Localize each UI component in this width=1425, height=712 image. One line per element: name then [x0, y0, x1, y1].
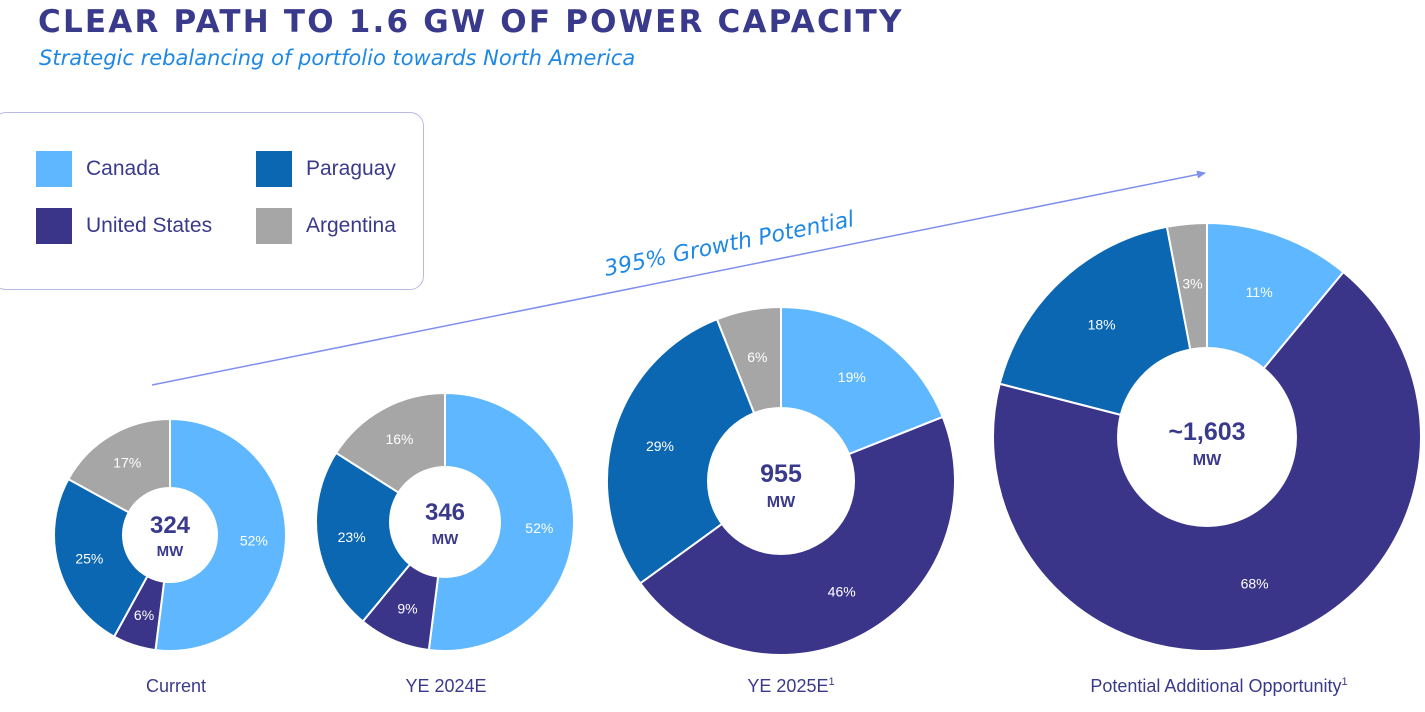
- slice-label-ye-2025e-united-states: 46%: [828, 583, 856, 599]
- chart-label-current: Current: [146, 676, 206, 697]
- center-unit-potential-additional-opportunity: MW: [1193, 452, 1222, 469]
- legend: Canada Paraguay United States Argentina: [0, 112, 424, 290]
- chart-label-text: Current: [145, 676, 207, 696]
- slice-label-potential-additional-opportunity-canada: 11%: [1246, 284, 1273, 300]
- legend-label-canada: Canada: [86, 157, 160, 180]
- slice-label-ye-2025e-argentina: 6%: [747, 349, 767, 365]
- center-unit-ye-2025e: MW: [767, 494, 796, 511]
- growth-arrow: [151, 170, 1206, 386]
- slice-ye-2025e-paraguay: [606, 317, 783, 585]
- page-title: CLEAR PATH TO 1.6 GW OF POWER CAPACITY: [38, 4, 904, 40]
- center-unit-ye-2024e: MW: [432, 531, 459, 548]
- donut-hole-ye-2025e: [707, 407, 855, 555]
- legend-item-united-states: United States: [36, 208, 212, 244]
- slice-current-paraguay: [53, 477, 172, 639]
- slice-label-ye-2025e-canada: 19%: [838, 369, 866, 385]
- legend-swatch-canada: [36, 151, 72, 187]
- page-subtitle: Strategic rebalancing of portfolio towar…: [39, 46, 636, 70]
- center-value-potential-additional-opportunity: ~1,603: [1168, 418, 1245, 446]
- slice-ye-2024e-canada: [427, 391, 575, 652]
- chart-label-text: YE 2025E: [747, 676, 829, 696]
- slice-label-ye-2024e-argentina: 16%: [385, 431, 413, 447]
- chart-label-footnote: 1: [828, 676, 835, 688]
- center-value-ye-2024e: 346: [425, 499, 465, 526]
- legend-label-argentina: Argentina: [306, 214, 396, 237]
- legend-item-canada: Canada: [36, 151, 160, 187]
- chart-label-ye-2025e: YE 2025E1: [747, 676, 834, 697]
- chart-label-text: YE 2024E: [405, 676, 487, 696]
- donut-hole-potential-additional-opportunity: [1117, 347, 1297, 527]
- legend-swatch-argentina: [256, 208, 292, 244]
- slice-label-ye-2024e-paraguay: 23%: [338, 529, 366, 545]
- legend-item-argentina: Argentina: [256, 208, 396, 244]
- chart-label-ye-2024e: YE 2024E: [405, 676, 486, 697]
- slice-label-ye-2024e-united-states: 9%: [397, 601, 417, 617]
- chart-label-potential-additional-opportunity: Potential Additional Opportunity1: [1090, 676, 1347, 697]
- slice-current-canada: [154, 417, 287, 652]
- slice-label-potential-additional-opportunity-united-states: 68%: [1241, 575, 1269, 591]
- donut-hole-current: [122, 487, 218, 583]
- legend-label-paraguay: Paraguay: [306, 157, 396, 180]
- slice-label-current-argentina: 17%: [113, 455, 141, 471]
- slice-label-ye-2025e-paraguay: 29%: [646, 438, 674, 454]
- legend-item-paraguay: Paraguay: [256, 151, 396, 187]
- legend-swatch-united-states: [36, 208, 72, 244]
- slice-label-current-canada: 52%: [240, 532, 268, 548]
- slice-label-potential-additional-opportunity-argentina: 3%: [1182, 276, 1202, 292]
- slice-ye-2024e-paraguay: [315, 451, 447, 623]
- center-value-ye-2025e: 955: [760, 460, 802, 488]
- donut-charts: 52% 6% 25% 17% 324 MW 52% 9% 23% 16% 346 MW 19% 46% 29…: [53, 221, 1422, 657]
- growth-label: 395% Growth Potential: [602, 207, 856, 282]
- slice-label-potential-additional-opportunity-paraguay: 18%: [1088, 317, 1116, 333]
- slice-label-current-united-states: 6%: [134, 607, 154, 623]
- donut-hole-ye-2024e: [389, 466, 501, 578]
- legend-swatch-paraguay: [256, 151, 292, 187]
- slice-label-current-paraguay: 25%: [75, 550, 103, 566]
- center-unit-current: MW: [157, 543, 184, 560]
- legend-label-united-states: United States: [86, 214, 213, 237]
- center-value-current: 324: [150, 512, 191, 539]
- chart-label-footnote: 1: [1341, 676, 1348, 688]
- slice-label-ye-2024e-canada: 52%: [525, 520, 553, 536]
- chart-label-text: Potential Additional Opportunity: [1090, 676, 1342, 696]
